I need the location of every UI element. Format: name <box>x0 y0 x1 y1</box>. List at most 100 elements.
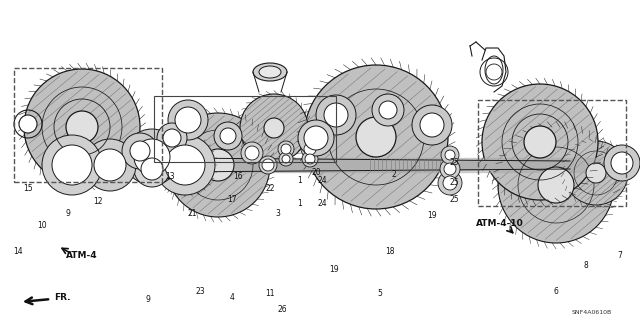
Text: 8: 8 <box>584 261 588 270</box>
Circle shape <box>482 84 598 200</box>
Text: 19: 19 <box>427 212 437 220</box>
Text: 22: 22 <box>265 183 275 193</box>
Circle shape <box>122 133 158 169</box>
Text: 21: 21 <box>188 210 196 219</box>
Circle shape <box>304 143 316 155</box>
Circle shape <box>141 158 163 180</box>
Circle shape <box>134 139 170 175</box>
Circle shape <box>165 145 205 185</box>
Circle shape <box>440 159 460 179</box>
Circle shape <box>443 176 457 190</box>
Circle shape <box>264 118 284 138</box>
Circle shape <box>441 146 459 164</box>
Circle shape <box>19 115 37 133</box>
Text: 1: 1 <box>298 199 302 209</box>
Circle shape <box>324 103 348 127</box>
Circle shape <box>134 151 170 187</box>
Circle shape <box>438 171 462 195</box>
Ellipse shape <box>253 63 287 81</box>
Text: 12: 12 <box>93 197 103 206</box>
Circle shape <box>538 167 574 203</box>
Circle shape <box>262 159 274 171</box>
Circle shape <box>420 113 444 137</box>
Circle shape <box>379 101 397 119</box>
Circle shape <box>304 65 448 209</box>
Circle shape <box>163 129 181 147</box>
Circle shape <box>94 149 126 181</box>
Circle shape <box>214 122 242 150</box>
Text: 4: 4 <box>230 293 234 302</box>
Circle shape <box>175 107 201 133</box>
Circle shape <box>372 94 404 126</box>
Circle shape <box>84 139 136 191</box>
Circle shape <box>279 152 293 166</box>
Circle shape <box>241 142 263 164</box>
Circle shape <box>42 135 102 195</box>
Circle shape <box>245 146 259 160</box>
Text: 15: 15 <box>23 183 33 193</box>
Circle shape <box>586 163 606 183</box>
Circle shape <box>316 95 356 135</box>
Circle shape <box>278 141 294 157</box>
Text: ATM-4: ATM-4 <box>66 252 98 260</box>
Circle shape <box>220 128 236 144</box>
Text: 2: 2 <box>392 170 396 179</box>
Text: 18: 18 <box>385 247 395 257</box>
Text: 24: 24 <box>317 175 327 185</box>
Text: 5: 5 <box>378 290 383 299</box>
Circle shape <box>130 141 150 161</box>
Text: 6: 6 <box>554 287 559 297</box>
Circle shape <box>240 94 308 162</box>
Circle shape <box>298 120 334 156</box>
Circle shape <box>305 154 315 164</box>
Text: 25: 25 <box>449 196 459 204</box>
Circle shape <box>282 155 290 163</box>
Text: 1: 1 <box>298 175 302 185</box>
Text: 7: 7 <box>618 252 623 260</box>
Circle shape <box>524 126 556 158</box>
Text: 10: 10 <box>37 221 47 230</box>
Bar <box>14 68 162 182</box>
Text: 11: 11 <box>265 290 275 299</box>
Ellipse shape <box>259 66 281 78</box>
Circle shape <box>304 126 328 150</box>
Circle shape <box>155 135 215 195</box>
Circle shape <box>356 117 396 157</box>
Circle shape <box>301 140 319 158</box>
Text: ATM-4-10: ATM-4-10 <box>476 220 524 228</box>
Text: 25: 25 <box>449 157 459 166</box>
Text: SNF4A0610B: SNF4A0610B <box>572 309 612 315</box>
Circle shape <box>124 129 180 185</box>
Text: 26: 26 <box>277 306 287 315</box>
Text: FR.: FR. <box>26 293 70 304</box>
Circle shape <box>66 111 98 143</box>
Circle shape <box>611 152 633 174</box>
Text: 20: 20 <box>311 167 321 177</box>
Circle shape <box>444 163 456 175</box>
Bar <box>478 100 626 206</box>
Text: 14: 14 <box>13 247 23 257</box>
Text: 17: 17 <box>227 196 237 204</box>
Text: 19: 19 <box>329 266 339 275</box>
Text: 3: 3 <box>276 210 280 219</box>
Text: 9: 9 <box>65 210 70 219</box>
Text: 23: 23 <box>195 287 205 297</box>
Circle shape <box>259 156 277 174</box>
Circle shape <box>24 69 140 185</box>
Bar <box>154 96 336 162</box>
Circle shape <box>166 113 270 217</box>
Text: 13: 13 <box>165 172 175 180</box>
Circle shape <box>202 149 234 181</box>
Text: 9: 9 <box>145 295 150 305</box>
Text: 25: 25 <box>449 178 459 187</box>
Circle shape <box>168 100 208 140</box>
Circle shape <box>52 145 92 185</box>
Text: 24: 24 <box>317 199 327 209</box>
Circle shape <box>604 145 640 181</box>
Circle shape <box>498 127 614 243</box>
Circle shape <box>157 123 187 153</box>
Circle shape <box>302 151 318 167</box>
Circle shape <box>281 144 291 154</box>
Circle shape <box>564 141 628 205</box>
Circle shape <box>445 150 455 160</box>
